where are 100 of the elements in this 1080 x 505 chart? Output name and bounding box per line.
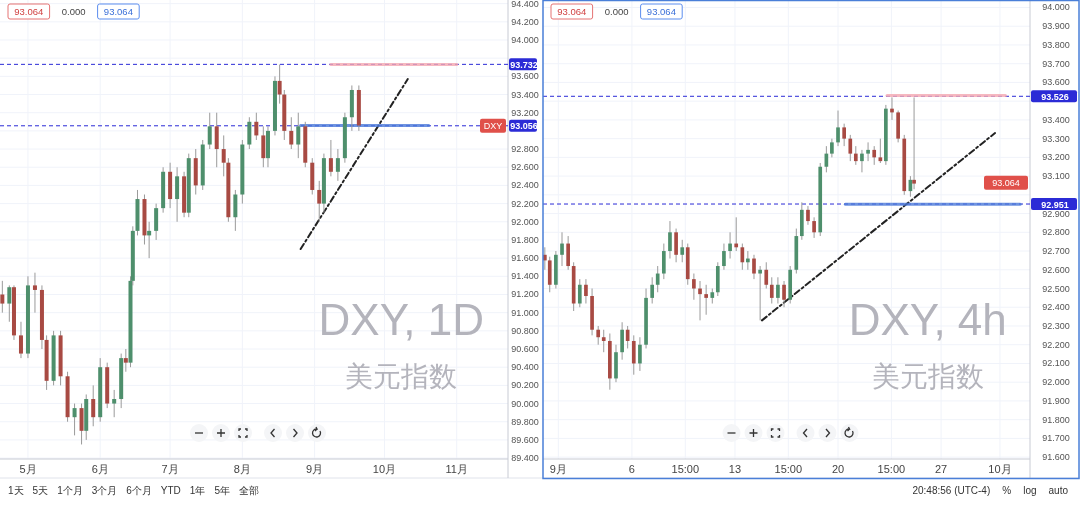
candlestick <box>674 228 678 263</box>
x-tick-label: 9月 <box>306 463 324 475</box>
annotation: 0.000 <box>61 6 86 17</box>
x-tick-label: 11月 <box>445 463 468 475</box>
x-tick-label: 8月 <box>233 463 251 475</box>
text: 1天 <box>8 485 24 496</box>
text: 5天 <box>32 485 49 496</box>
candlestick <box>584 278 588 304</box>
candlestick <box>221 134 226 177</box>
candlestick <box>668 220 672 260</box>
candlestick <box>758 265 762 321</box>
y-tick-label: 92.200 <box>511 198 539 209</box>
y-tick-label: 92.600 <box>511 162 539 173</box>
candlestick <box>830 138 834 158</box>
text: log <box>1023 485 1037 496</box>
y-tick-label: 92.400 <box>511 180 539 191</box>
y-tick-label: 90.600 <box>511 344 539 355</box>
x-tick-label: 6月 <box>91 463 109 475</box>
candlestick <box>18 321 23 359</box>
annotation: 93.064 <box>14 6 44 17</box>
y-tick-label: 91.600 <box>1042 452 1070 463</box>
candlestick <box>7 284 12 323</box>
y-tick-label: 92.400 <box>1042 302 1070 313</box>
candlestick <box>91 384 96 427</box>
x-tick-label: 6 <box>628 463 635 475</box>
candlestick <box>764 261 769 290</box>
candlestick <box>566 235 570 271</box>
annotation: DXY, 1D <box>318 295 485 345</box>
y-tick-label: 93.900 <box>1042 21 1070 32</box>
y-tick-label: 91.700 <box>1042 433 1070 444</box>
annotation: DXY <box>483 121 503 132</box>
y-tick-label: 92.800 <box>1042 227 1070 238</box>
text: 3个月 <box>91 485 118 496</box>
y-tick-label: 93.800 <box>1042 39 1070 50</box>
y-tick-label: 94.000 <box>1042 2 1070 13</box>
y-tick-label: 93.600 <box>511 71 539 82</box>
y-tick-label: 92.600 <box>1042 264 1070 275</box>
text: YTD <box>160 485 181 496</box>
y-tick-label: 94.400 <box>511 0 539 9</box>
candlestick <box>247 116 252 150</box>
annotation: 93.064 <box>557 6 587 17</box>
x-tick-label: 15:00 <box>877 463 906 475</box>
y-tick-label: 91.800 <box>511 234 539 245</box>
candlestick <box>72 403 77 436</box>
candlestick <box>328 139 333 177</box>
candlestick <box>112 389 117 418</box>
y-tick-label: 93.400 <box>1042 114 1070 125</box>
annotation: 美元指数 <box>345 360 458 392</box>
candlestick <box>233 189 238 232</box>
y-tick-label: 92.100 <box>1042 358 1070 369</box>
x-tick-label: 13 <box>728 463 742 475</box>
y-tick-label: 91.400 <box>511 271 539 282</box>
y-tick-label: 94.000 <box>511 34 539 45</box>
ref-line-label: 93.056 <box>510 121 538 132</box>
candlestick <box>560 231 564 267</box>
ref-line-label: 93.732 <box>510 59 538 70</box>
y-tick-label: 93.600 <box>1042 77 1070 88</box>
candlestick <box>872 145 877 166</box>
candlestick <box>806 205 810 226</box>
candlestick <box>79 403 84 445</box>
text: 20:48:56 (UTC-4) <box>912 485 991 496</box>
text: auto <box>1048 485 1069 496</box>
annotation: 0.000 <box>604 6 629 17</box>
candlestick <box>655 265 660 293</box>
candlestick <box>317 180 322 223</box>
candlestick <box>776 276 780 304</box>
candlestick <box>0 280 5 314</box>
candlestick <box>853 145 858 166</box>
candlestick <box>650 276 655 304</box>
y-tick-label: 93.400 <box>511 89 539 100</box>
candlestick <box>866 141 870 162</box>
y-tick-label: 90.800 <box>511 325 539 336</box>
text: 1个月 <box>57 485 83 496</box>
candlestick <box>836 110 840 147</box>
candlestick <box>728 231 732 260</box>
ref-line-label: 93.526 <box>1041 91 1069 102</box>
y-tick-label: 92.300 <box>1042 320 1070 331</box>
y-tick-label: 92.700 <box>1042 246 1070 257</box>
y-tick-label: 93.200 <box>1042 152 1070 163</box>
candlestick <box>769 276 774 304</box>
y-tick-label: 92.000 <box>1042 377 1070 388</box>
candlestick <box>638 336 642 372</box>
y-tick-label: 91.600 <box>511 253 539 264</box>
y-tick-label: 94.200 <box>511 16 539 27</box>
y-tick-label: 90.000 <box>511 398 539 409</box>
candlestick <box>289 116 294 150</box>
x-tick-label: 5月 <box>19 463 37 475</box>
candlestick <box>782 280 786 308</box>
x-tick-label: 10月 <box>988 463 1012 475</box>
annotation: 美元指数 <box>871 360 984 392</box>
y-tick-label: 92.200 <box>1042 339 1070 350</box>
x-tick-label: 15:00 <box>774 463 803 475</box>
text: 全部 <box>238 485 259 496</box>
candlestick <box>335 148 340 182</box>
candlestick <box>261 125 266 168</box>
candlestick <box>692 273 696 301</box>
candlestick <box>175 166 180 223</box>
candlestick <box>740 243 745 271</box>
candlestick <box>154 203 159 241</box>
annotation: 93.064 <box>103 6 133 17</box>
